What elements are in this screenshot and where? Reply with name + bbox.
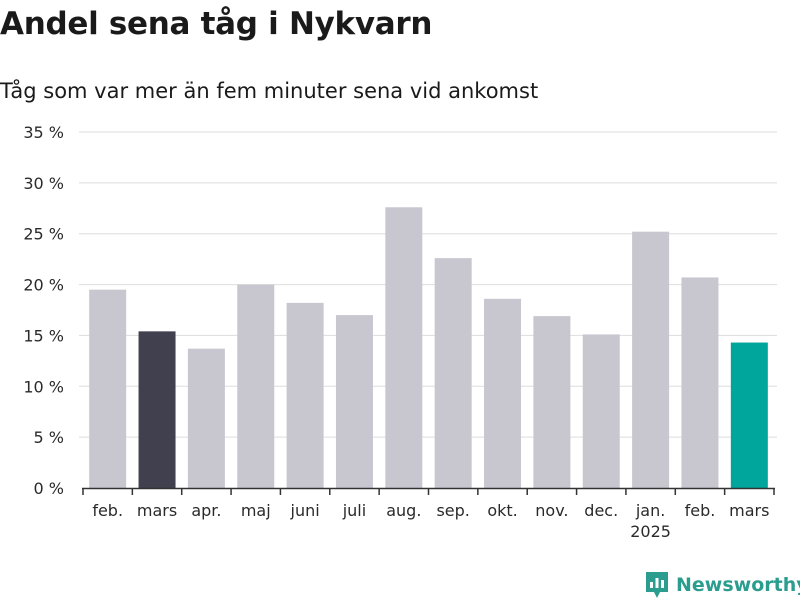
y-tick-label: 5 %	[34, 428, 64, 447]
bar-4	[237, 284, 275, 488]
bar-7	[385, 207, 423, 489]
y-tick-label: 15 %	[23, 326, 64, 345]
y-tick-label: 30 %	[23, 174, 64, 193]
y-tick-label: 25 %	[23, 225, 64, 244]
x-tick-label: maj	[241, 501, 271, 520]
tick-labels: 0 %5 %10 %15 %20 %25 %30 %35 %feb. mars ap…	[23, 123, 769, 541]
y-tick-label: 35 %	[23, 123, 64, 142]
bar-14	[730, 342, 768, 488]
chart-subtitle: Tåg som var mer än fem minuter sena vid …	[0, 79, 539, 103]
bar-13	[681, 277, 719, 488]
x-tick-label: aug.	[386, 501, 421, 520]
x-tick-label: mars	[729, 501, 769, 520]
x-tick-label: apr.	[191, 501, 221, 520]
bar-9	[484, 298, 522, 488]
newsworthy-logo-icon	[646, 572, 668, 598]
bar-10	[533, 316, 571, 488]
bar-3	[187, 348, 225, 488]
x-tick-label: feb.	[92, 501, 123, 520]
x-tick-label: juli	[342, 501, 366, 520]
x-tick-label: feb.	[685, 501, 716, 520]
brand-logo: Newsworthy	[644, 570, 800, 600]
bar-11	[582, 334, 620, 488]
bar-1	[89, 289, 127, 488]
x-axis	[82, 487, 775, 495]
x-tick-label: sep.	[436, 501, 469, 520]
x-tick-label: nov.	[535, 501, 568, 520]
bar-8	[434, 258, 472, 488]
x-tick-label: juni	[290, 501, 320, 520]
x-year-label: 2025	[630, 522, 671, 541]
y-tick-label: 10 %	[23, 377, 64, 396]
x-tick-label: mars	[137, 501, 177, 520]
y-tick-label: 0 %	[34, 479, 64, 498]
bar-12	[632, 231, 670, 488]
bars	[89, 207, 768, 489]
y-tick-label: 20 %	[23, 276, 64, 295]
x-tick-label: okt.	[487, 501, 517, 520]
x-tick-label: dec.	[584, 501, 618, 520]
x-tick-label: jan.	[635, 501, 665, 520]
grid-lines	[79, 131, 777, 438]
chart-title: Andel sena tåg i Nykvarn	[0, 6, 433, 42]
brand-name: Newsworthy	[676, 574, 800, 596]
bar-2	[138, 331, 176, 488]
bar-5	[286, 302, 324, 488]
bar-6	[335, 315, 373, 488]
